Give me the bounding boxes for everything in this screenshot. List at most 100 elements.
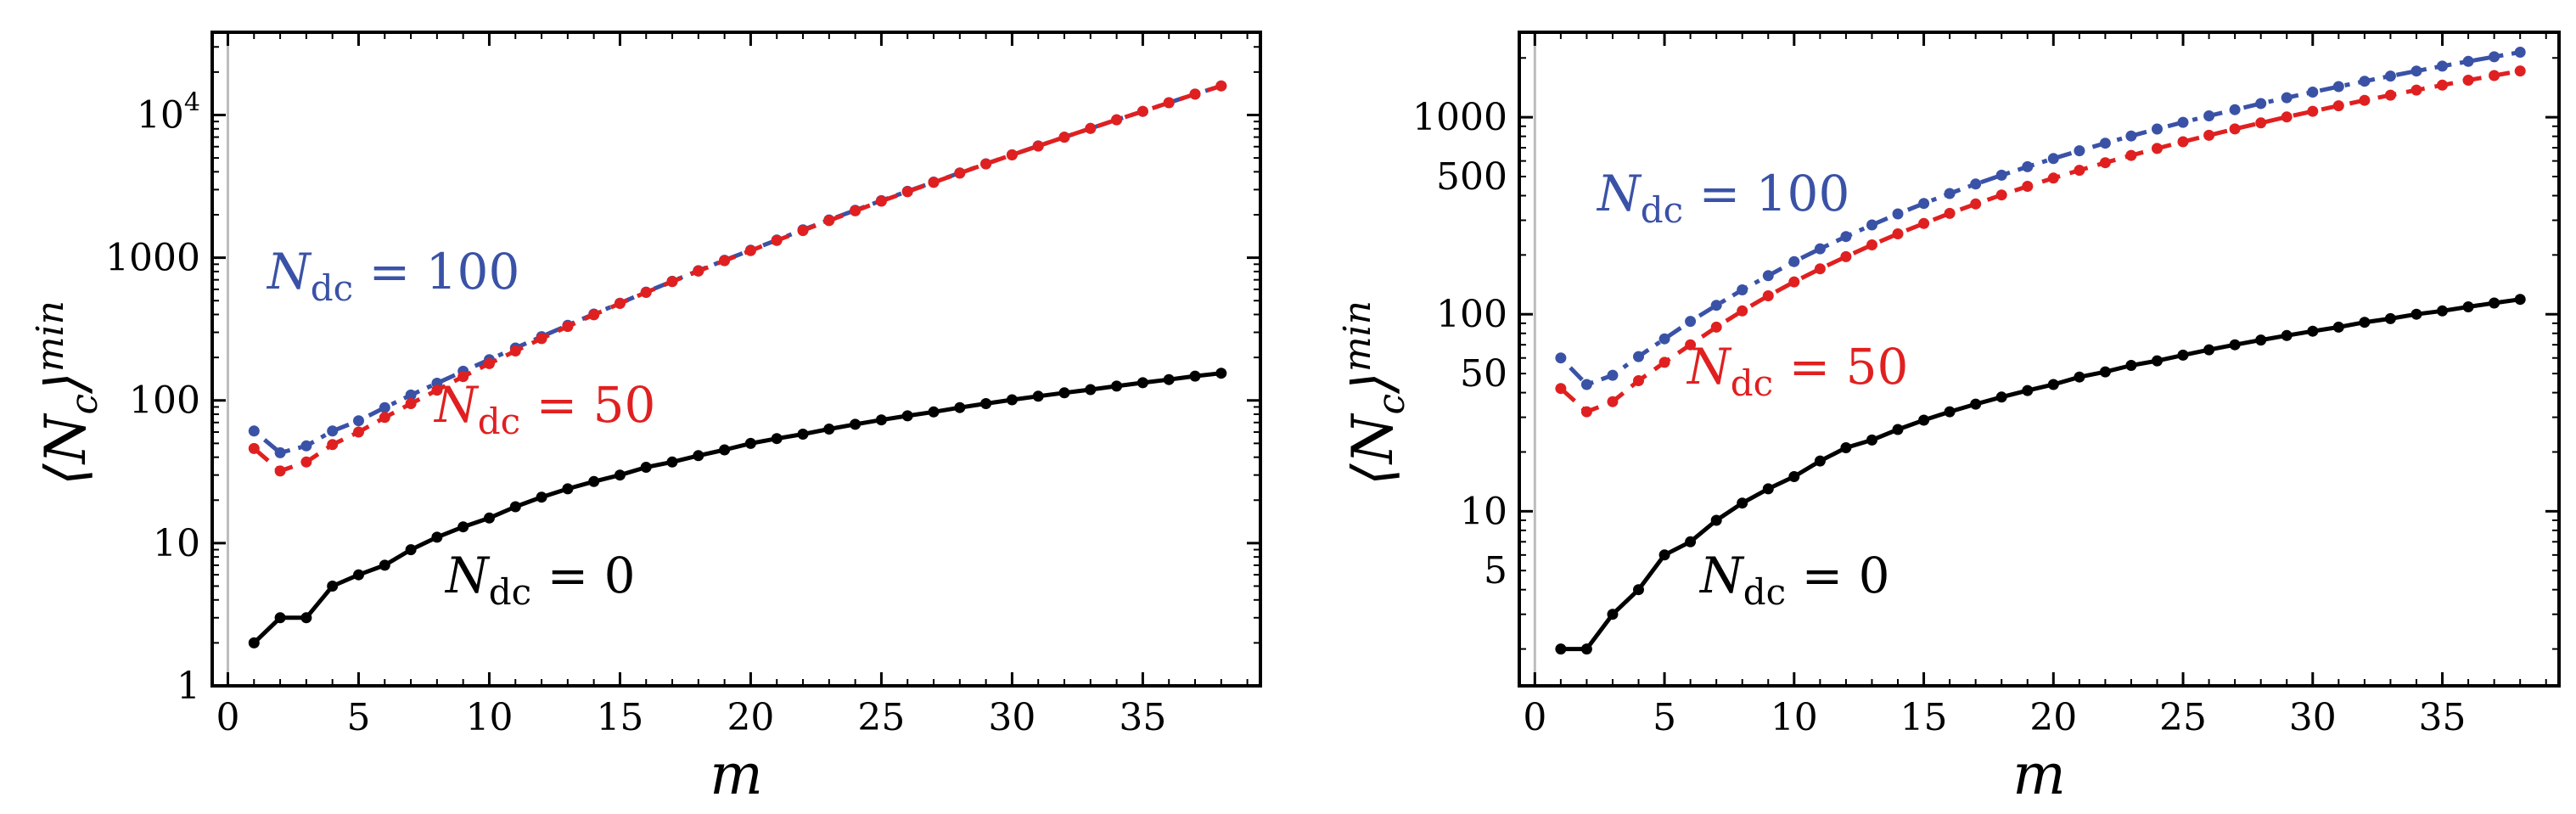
data-point (2229, 339, 2241, 351)
data-point (2384, 70, 2396, 82)
data-point (353, 415, 364, 427)
data-point (2307, 87, 2319, 98)
data-point (1032, 140, 1044, 152)
data-point (1918, 217, 1930, 229)
data-point (2281, 111, 2293, 123)
data-point (928, 406, 940, 418)
data-point (405, 398, 417, 409)
data-point (1814, 243, 1826, 255)
data-point (1163, 97, 1175, 109)
data-point (640, 287, 652, 298)
data-point (1737, 497, 1748, 509)
data-point (1111, 380, 1123, 392)
data-point (2462, 55, 2474, 67)
data-point (1555, 383, 1567, 395)
data-point (928, 177, 940, 188)
data-point (2437, 305, 2448, 317)
data-point (2410, 65, 2422, 77)
y-tick-label: 1000 (1412, 96, 1507, 139)
data-point (2177, 116, 2189, 128)
data-point (850, 418, 861, 430)
data-point (719, 444, 731, 456)
data-point (1737, 305, 1748, 317)
data-point (2281, 329, 2293, 341)
data-point (1633, 584, 1644, 596)
data-point (2281, 92, 2293, 104)
data-point (2514, 65, 2526, 77)
data-point (1737, 284, 1748, 295)
data-point (2255, 98, 2267, 109)
data-point (484, 512, 495, 524)
data-point (431, 531, 443, 543)
x-tick-label: 20 (2029, 696, 2077, 739)
data-point (614, 298, 626, 309)
series-annotation: Ndc = 0 (444, 547, 636, 613)
y-tick-label: 50 (1460, 352, 1507, 396)
y-tick-label: 104 (137, 87, 200, 137)
data-point (2307, 105, 2319, 117)
series-layer (248, 80, 1227, 648)
data-point (901, 186, 913, 198)
data-point (1892, 208, 1904, 220)
data-point (1944, 207, 1956, 219)
data-point (1710, 321, 1722, 333)
data-point (980, 398, 992, 409)
data-point (2359, 76, 2371, 87)
data-point (248, 425, 260, 437)
data-point (1633, 375, 1644, 386)
data-point (327, 425, 339, 437)
data-point (274, 465, 286, 477)
x-tick-label: 25 (857, 696, 905, 739)
data-point (2125, 130, 2137, 142)
data-point (1685, 536, 1697, 547)
data-point (1085, 384, 1097, 396)
data-point (536, 333, 547, 345)
y-tick-label: 500 (1436, 155, 1507, 199)
data-point (2437, 79, 2448, 91)
data-point (2047, 153, 2059, 165)
data-point (744, 244, 756, 256)
data-point (2359, 317, 2371, 328)
y-tick-label: 1000 (105, 237, 200, 280)
x-tick-label: 5 (1653, 696, 1676, 739)
data-point (1892, 424, 1904, 435)
data-point (1580, 379, 1592, 390)
series-annotation: Ndc = 100 (1596, 165, 1849, 231)
data-point (1995, 189, 2007, 201)
data-point (2074, 371, 2085, 383)
data-point (2332, 321, 2344, 333)
data-point (1944, 188, 1956, 199)
y-tick-label: 10 (1460, 490, 1507, 533)
data-point (1085, 122, 1097, 134)
annotations: Ndc = 100 Ndc = 50 Ndc = 0 (1596, 165, 1908, 613)
data-point (1580, 406, 1592, 418)
series-annotation: Ndc = 50 (1686, 338, 1908, 404)
data-point (379, 559, 390, 571)
data-point (2359, 94, 2371, 106)
data-point (2152, 143, 2163, 154)
data-point (2437, 60, 2448, 72)
data-point (1814, 455, 1826, 467)
data-point (2177, 136, 2189, 148)
data-point (2255, 334, 2267, 346)
data-point (1058, 387, 1070, 399)
data-point (1658, 549, 1670, 561)
data-point (248, 637, 260, 648)
data-point (1685, 316, 1697, 328)
data-point (562, 321, 574, 333)
plot-frame (1518, 31, 2561, 688)
data-point (2332, 100, 2344, 112)
data-point (693, 265, 704, 277)
data-point (379, 412, 390, 424)
data-point (2489, 70, 2500, 81)
data-point (2074, 165, 2085, 177)
data-point (2229, 104, 2241, 115)
data-point (1814, 263, 1826, 275)
data-point (1058, 132, 1070, 143)
data-point (2462, 75, 2474, 86)
data-point (1658, 333, 1670, 345)
y-tick-label: 100 (129, 379, 200, 423)
data-point (588, 309, 600, 321)
data-point (405, 389, 417, 401)
data-point (954, 401, 966, 413)
